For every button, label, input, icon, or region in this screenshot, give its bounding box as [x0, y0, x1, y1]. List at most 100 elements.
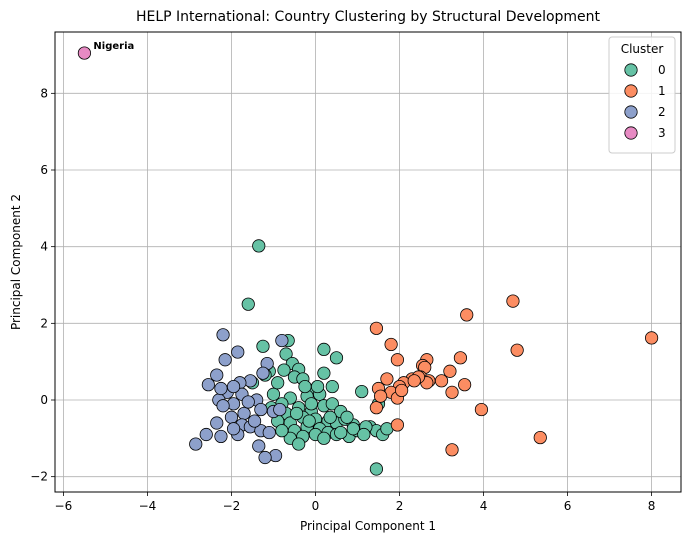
cluster-1-point [443, 364, 457, 378]
cluster-0-point [323, 410, 337, 424]
cluster-2-point [214, 429, 228, 444]
y-tick-label: 6 [40, 163, 48, 177]
cluster-2-point [252, 439, 266, 453]
cluster-0-point [340, 410, 354, 424]
cluster-1-point [644, 331, 659, 345]
legend-marker-1 [624, 84, 638, 98]
cluster-1-point [434, 374, 449, 388]
cluster-2-point [210, 368, 224, 382]
x-tick-label: −6 [55, 499, 73, 513]
cluster-0-point [304, 397, 318, 411]
cluster-2-point [231, 345, 245, 359]
legend-marker-0 [624, 63, 638, 77]
cluster-0-point [317, 366, 331, 380]
y-tick-label: −2 [30, 470, 48, 484]
cluster-0-point [357, 427, 371, 442]
y-tick-label: 0 [40, 393, 48, 407]
cluster-2-point [224, 410, 239, 424]
cluster-0-point [329, 351, 344, 365]
cluster-2-point [210, 416, 224, 430]
cluster-1-point [510, 343, 524, 357]
plot-frame [54, 31, 682, 493]
cluster-2-point [214, 381, 228, 396]
cluster-1-point [384, 337, 398, 352]
cluster-2-point [189, 437, 203, 451]
cluster-0-point [292, 437, 306, 451]
annotation-layer: Nigeria [93, 41, 134, 52]
legend-box [608, 36, 676, 154]
cluster-0-point [256, 339, 270, 353]
x-tick-label: 4 [480, 499, 488, 513]
cluster-2-point [275, 333, 289, 348]
legend-label-2: 2 [658, 105, 666, 119]
cluster-0-point [279, 347, 293, 361]
cluster-0-point [317, 431, 331, 445]
cluster-2-point [262, 425, 276, 440]
x-tick-label: 6 [564, 499, 572, 513]
cluster-1-point [460, 308, 474, 322]
cluster-2-point [199, 427, 213, 442]
cluster-0-point [277, 363, 291, 377]
chart-title: HELP International: Country Clustering b… [136, 9, 601, 25]
cluster-1-point [390, 418, 405, 432]
cluster-2-point [218, 353, 232, 367]
y-tick-label: 4 [40, 240, 48, 254]
cluster-1-point [380, 372, 394, 386]
cluster-2-point [201, 378, 215, 392]
cluster-2-point [226, 379, 241, 394]
ticks-layer: −6 −4 −2 0 2 4 6 8 −2 0 2 4 6 8 [30, 86, 655, 513]
x-tick-label: 0 [312, 499, 320, 513]
grid-layer [55, 32, 681, 492]
x-tick-label: −2 [223, 499, 241, 513]
cluster-0-point [266, 387, 281, 401]
cluster-2-point [216, 328, 230, 342]
cluster-0-point [325, 379, 339, 394]
legend-label-3: 3 [658, 126, 666, 140]
y-tick-label: 2 [40, 316, 48, 330]
cluster-0-point [298, 379, 312, 394]
cluster-0-point [334, 425, 348, 440]
cluster-2-point [273, 402, 287, 417]
cluster-0-point [346, 422, 360, 436]
cluster-0-point [271, 376, 285, 390]
cluster-1-point [407, 374, 421, 388]
legend-title: Cluster [621, 42, 664, 56]
cluster-1-point [369, 321, 384, 335]
cluster-1-point [474, 402, 489, 417]
cluster-2-point [241, 395, 255, 409]
legend: Cluster 0 1 2 3 [608, 36, 676, 154]
x-axis-label: Principal Component 1 [300, 519, 436, 533]
cluster-1-point [390, 353, 405, 367]
legend-marker-3 [624, 126, 638, 140]
legend-marker-2 [624, 105, 638, 119]
points-layer [77, 46, 659, 476]
x-tick-label: −4 [139, 499, 157, 513]
cluster-1-point [445, 385, 459, 399]
cluster-2-point [254, 402, 268, 417]
legend-label-1: 1 [658, 84, 666, 98]
cluster-1-point [533, 430, 547, 445]
cluster-2-point [216, 399, 230, 413]
cluster-2-point [226, 422, 241, 436]
cluster-2-point [247, 414, 262, 428]
cluster-0-point [275, 424, 289, 438]
cluster-0-point [302, 414, 316, 428]
x-tick-label: 8 [648, 499, 656, 513]
cluster-2-point [237, 406, 251, 421]
y-axis-label: Principal Component 2 [9, 194, 23, 330]
cluster-0-point [369, 462, 384, 476]
cluster-2-point [258, 450, 272, 465]
cluster-0-point [317, 342, 331, 356]
legend-entries: 0 1 2 3 [624, 63, 666, 140]
cluster-1-point [374, 389, 388, 403]
x-tick-label: 2 [396, 499, 404, 513]
cluster-2-point [256, 366, 270, 380]
annotation-label: Nigeria [93, 41, 134, 52]
cluster-1-point [506, 294, 520, 308]
y-tick-label: 8 [40, 86, 48, 100]
cluster-1-point [453, 351, 468, 365]
cluster-0-point [325, 397, 339, 411]
cluster-0-point [241, 297, 255, 311]
cluster-3-point [77, 46, 92, 60]
